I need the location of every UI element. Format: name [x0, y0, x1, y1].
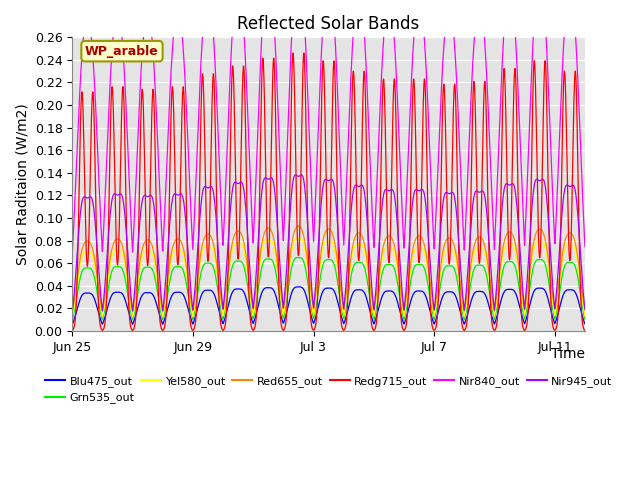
- Yel580_out: [419, 246, 427, 252]
- Yel580_out: [581, 313, 589, 319]
- Red655_out: [525, 274, 533, 280]
- Blu475_out: [493, 313, 501, 319]
- Nir840_out: [549, 204, 557, 210]
- Title: Reflected Solar Bands: Reflected Solar Bands: [237, 15, 420, 33]
- Yel580_out: [549, 303, 557, 309]
- Nir945_out: [581, 306, 589, 312]
- Line: Nir945_out: Nir945_out: [72, 175, 585, 311]
- Red655_out: [419, 238, 427, 243]
- Redg715_out: [289, 50, 297, 56]
- Redg715_out: [525, 288, 533, 293]
- Grn535_out: [525, 291, 533, 297]
- Red655_out: [581, 307, 589, 313]
- Nir945_out: [373, 277, 381, 283]
- Red655_out: [549, 296, 557, 301]
- Line: Yel580_out: Yel580_out: [72, 239, 585, 317]
- Line: Blu475_out: Blu475_out: [72, 287, 585, 324]
- Grn535_out: [493, 303, 501, 309]
- Line: Redg715_out: Redg715_out: [72, 53, 585, 330]
- Red655_out: [373, 289, 381, 295]
- Grn535_out: [581, 316, 589, 322]
- Blu475_out: [294, 284, 302, 290]
- Legend: Blu475_out, Grn535_out, Yel580_out, Red655_out, Redg715_out, Nir840_out, Nir945_: Blu475_out, Grn535_out, Yel580_out, Red6…: [40, 372, 617, 408]
- Grn535_out: [294, 255, 302, 261]
- Redg715_out: [419, 114, 427, 120]
- Line: Grn535_out: Grn535_out: [72, 258, 585, 320]
- Yel580_out: [334, 271, 342, 277]
- Line: Nir840_out: Nir840_out: [72, 0, 585, 253]
- Blu475_out: [549, 316, 557, 322]
- Red655_out: [68, 309, 76, 315]
- Nir840_out: [334, 106, 342, 112]
- Blu475_out: [419, 289, 427, 295]
- Grn535_out: [68, 317, 76, 323]
- Red655_out: [294, 223, 302, 229]
- Yel580_out: [68, 314, 76, 320]
- Redg715_out: [373, 317, 381, 323]
- Nir945_out: [525, 250, 533, 256]
- Red655_out: [334, 264, 342, 270]
- Grn535_out: [373, 303, 381, 309]
- Text: Time: Time: [551, 347, 585, 361]
- Yel580_out: [373, 297, 381, 302]
- Nir840_out: [525, 136, 533, 142]
- Blu475_out: [68, 322, 76, 327]
- Nir945_out: [419, 187, 427, 193]
- Nir840_out: [373, 186, 381, 192]
- Redg715_out: [549, 324, 557, 330]
- Yel580_out: [294, 236, 302, 241]
- Nir945_out: [68, 308, 76, 314]
- Nir945_out: [493, 279, 501, 285]
- Redg715_out: [493, 320, 501, 325]
- Text: WP_arable: WP_arable: [85, 45, 159, 58]
- Blu475_out: [525, 306, 533, 312]
- Grn535_out: [419, 263, 427, 268]
- Red655_out: [493, 290, 501, 296]
- Nir840_out: [581, 244, 589, 250]
- Blu475_out: [373, 313, 381, 319]
- Nir945_out: [549, 288, 557, 294]
- Nir840_out: [493, 187, 501, 193]
- Blu475_out: [334, 301, 342, 307]
- Line: Red655_out: Red655_out: [72, 226, 585, 312]
- Redg715_out: [68, 327, 76, 333]
- Grn535_out: [334, 283, 342, 288]
- Y-axis label: Solar Raditaion (W/m2): Solar Raditaion (W/m2): [15, 103, 29, 265]
- Yel580_out: [493, 297, 501, 303]
- Blu475_out: [581, 321, 589, 327]
- Nir945_out: [334, 231, 342, 237]
- Redg715_out: [581, 327, 589, 333]
- Nir945_out: [292, 172, 300, 178]
- Nir840_out: [68, 251, 76, 256]
- Nir840_out: [419, 18, 427, 24]
- Yel580_out: [525, 281, 533, 287]
- Grn535_out: [549, 308, 557, 313]
- Redg715_out: [334, 244, 342, 250]
